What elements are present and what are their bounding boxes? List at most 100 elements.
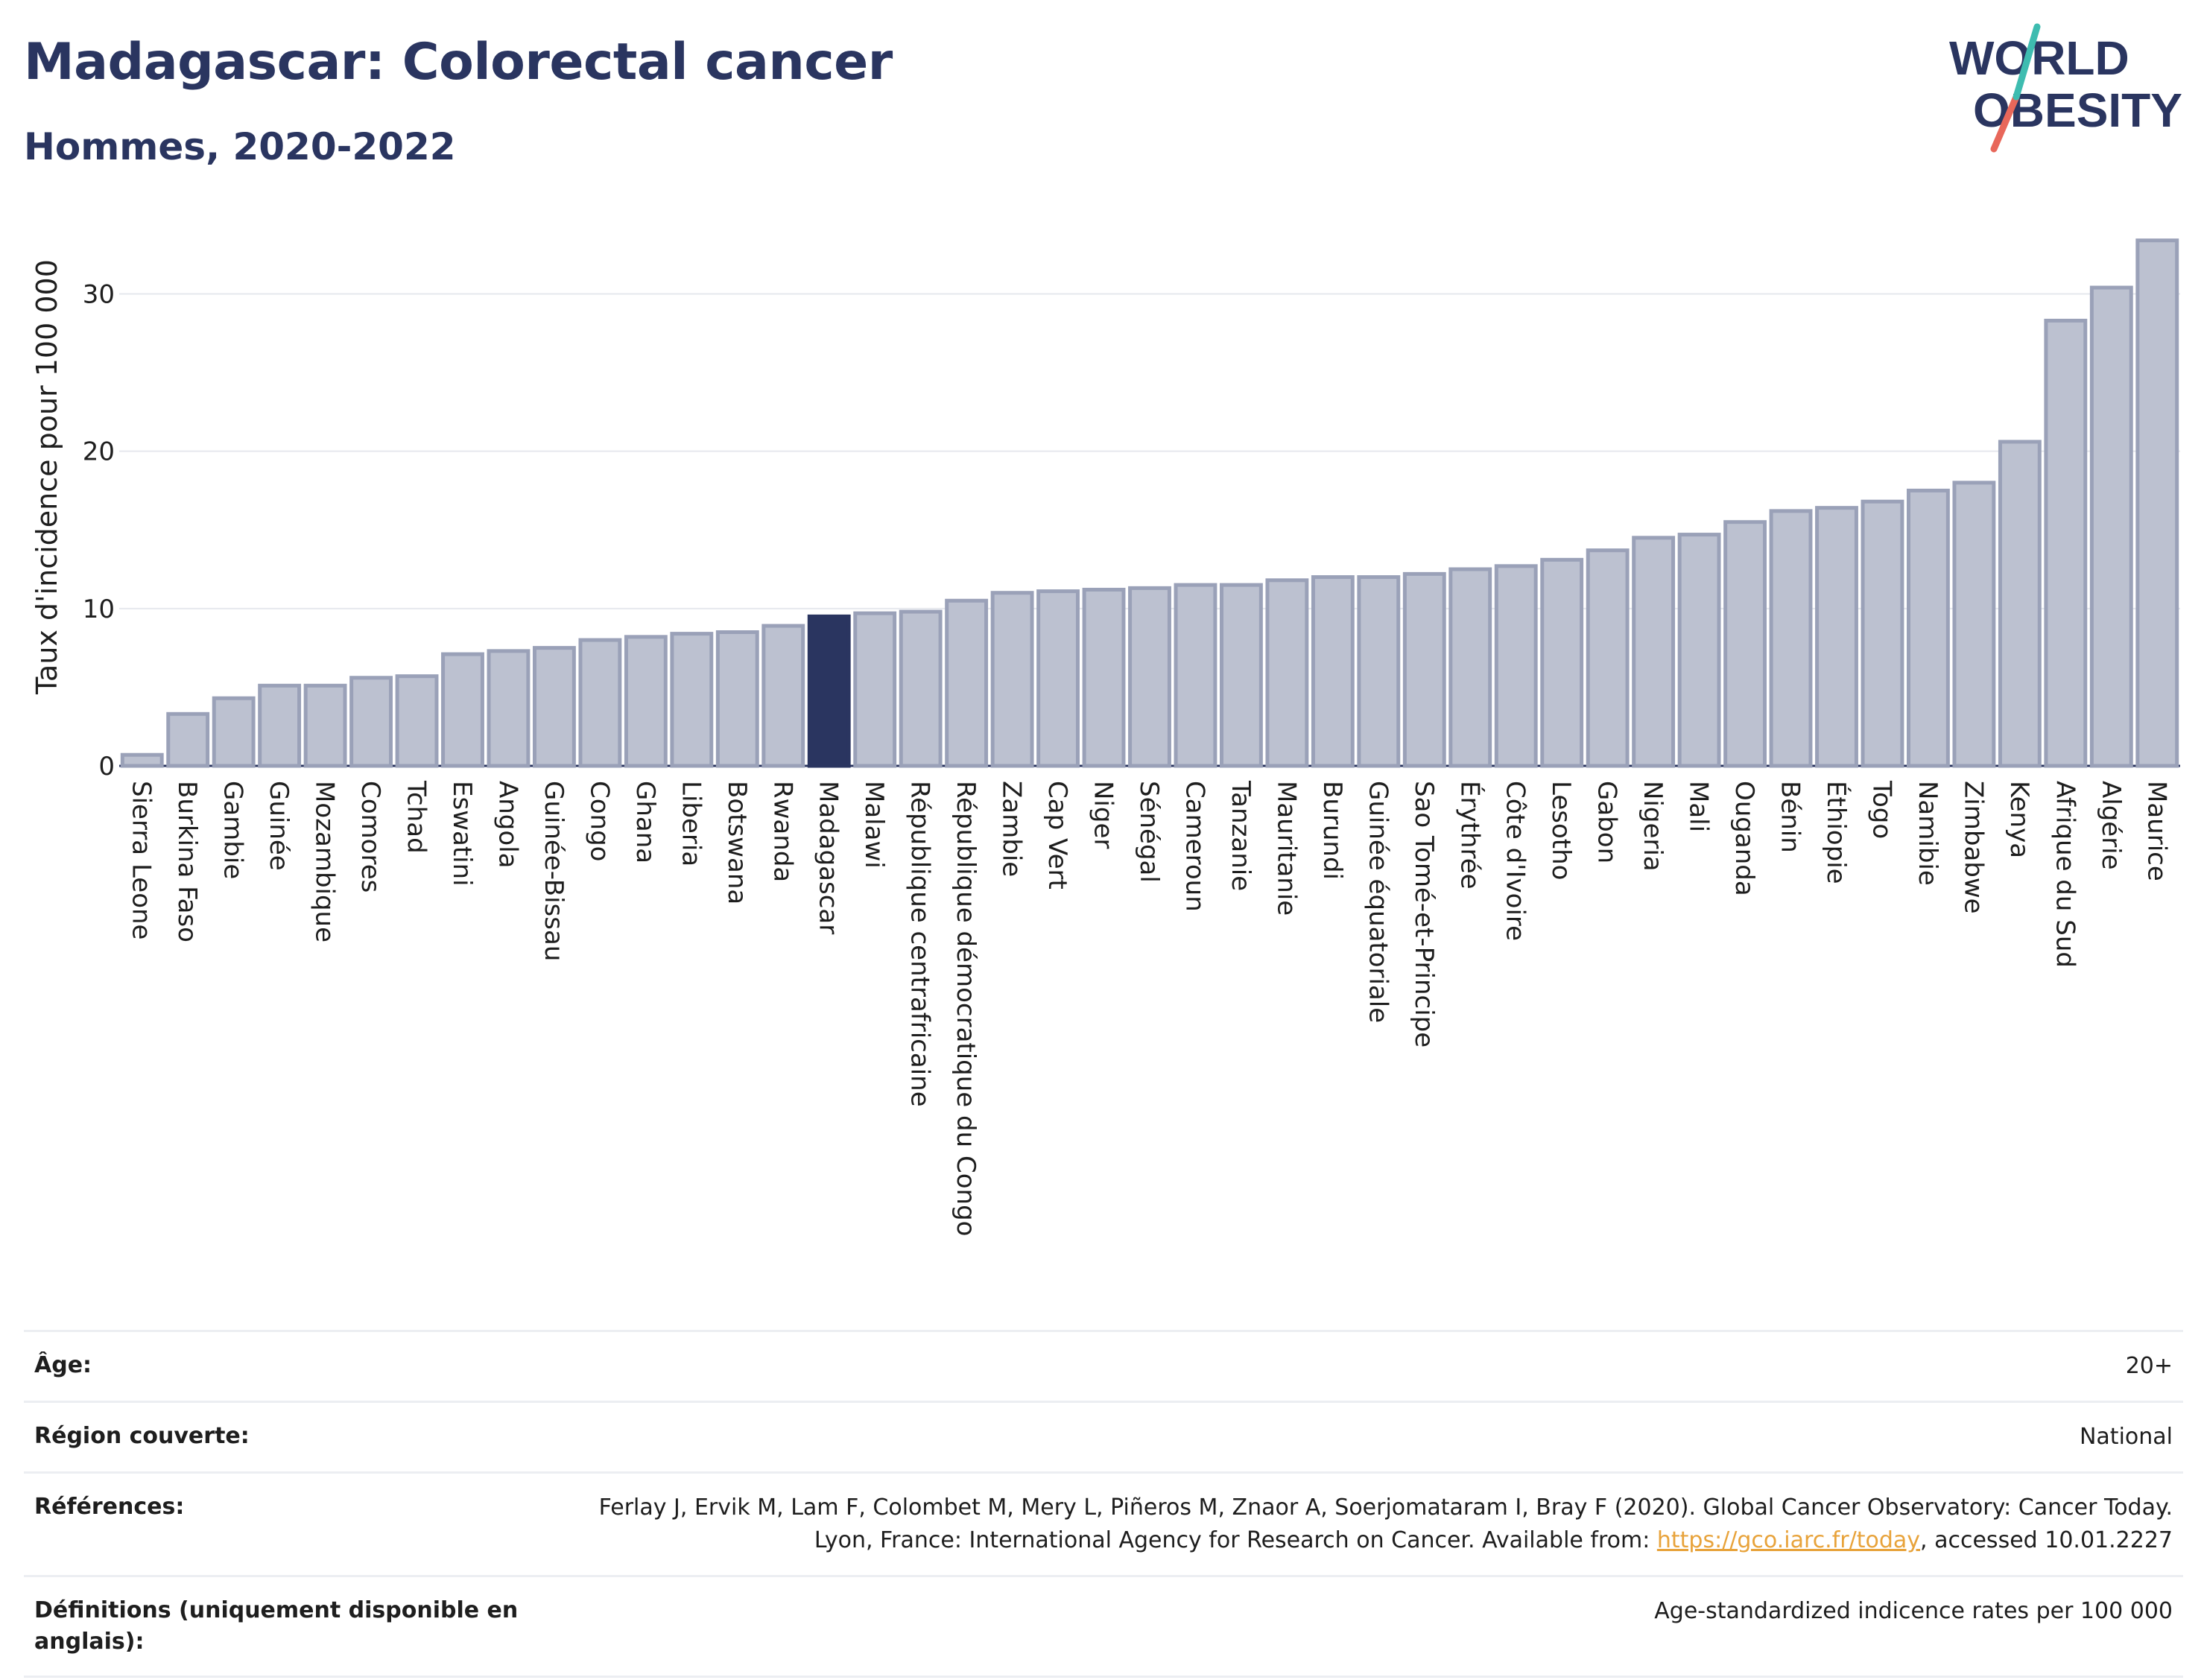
x-tick-label: Kenya <box>2004 781 2034 858</box>
world-obesity-logo: WORLD OBESITY <box>1949 23 2182 153</box>
x-tick-label: Mozambique <box>310 781 340 942</box>
bar-s-n-gal <box>1128 586 1171 768</box>
y-tick-labels: 0 10 20 30 <box>83 279 115 782</box>
info-row-region: Région couverte: National <box>24 1401 2183 1471</box>
x-tick-label: Afrique du Sud <box>2050 781 2080 968</box>
x-tick-label: Bénin <box>1776 781 1805 853</box>
bar-sierra-leone <box>120 752 164 768</box>
x-tick-label: Ghana <box>630 781 660 863</box>
bar-congo <box>578 638 622 768</box>
info-label: Références: <box>34 1494 185 1520</box>
x-tick-label: Sénégal <box>1134 781 1164 883</box>
info-label: Âge: <box>34 1352 92 1378</box>
x-tick-label: Zambie <box>997 781 1027 877</box>
x-tick-label: Gabon <box>1592 781 1622 863</box>
logo-slash-red <box>1990 93 2020 153</box>
x-tick-label: Comores <box>355 781 385 893</box>
logo-slash-teal <box>2013 23 2041 101</box>
bar-cap-vert <box>1036 589 1080 768</box>
bar-guin-e <box>258 683 302 768</box>
x-tick-label: Érythrée <box>1454 781 1485 890</box>
bar-guin-e-quatoriale <box>1357 575 1401 768</box>
info-value: Ferlay J, Ervik M, Lam F, Colombet M, Me… <box>571 1492 2173 1557</box>
bar--thiopie <box>1815 506 1858 768</box>
chart-title: Madagascar: Colorectal cancer <box>24 33 893 92</box>
bar-kenya <box>1998 440 2042 768</box>
x-tick-label: Eswatini <box>447 781 477 887</box>
bar-zambie <box>990 591 1034 768</box>
bar-burkina-faso <box>166 711 210 768</box>
bar-madagascar <box>807 614 851 768</box>
x-tick-label: Lesotho <box>1546 781 1576 880</box>
bar-tanzanie <box>1220 583 1263 768</box>
info-row-references: Références: Ferlay J, Ervik M, Lam F, Co… <box>24 1471 2183 1575</box>
bar-liberia <box>670 632 714 768</box>
bar-chart: 0 10 20 30 Sierra Leone Burkina Faso Gambie Gu… <box>31 238 2180 1236</box>
x-tick-label: Madagascar <box>814 781 843 934</box>
reference-link[interactable]: https://gco.iarc.fr/today <box>1656 1527 1921 1553</box>
bar-c-te-d-ivoire <box>1494 564 1538 768</box>
bar-sao-tom-et-principe <box>1402 571 1446 768</box>
bar-zimbabwe <box>1952 481 1996 768</box>
bar-mali <box>1677 533 1721 768</box>
bar-botswana <box>715 630 759 768</box>
bar-nigeria <box>1632 536 1676 768</box>
bar-burundi <box>1311 575 1355 768</box>
info-label: Définitions (uniquement disponible en an… <box>34 1597 519 1655</box>
bar-lesotho <box>1540 557 1584 768</box>
bar-r-publique-d-mocratique-du-congo <box>945 598 989 768</box>
bar-ghana <box>624 635 668 768</box>
bar-niger <box>1082 587 1126 768</box>
x-tick-labels: Sierra Leone Burkina Faso Gambie Guinée Moza… <box>127 780 2172 1236</box>
x-tick-label: Maurice <box>2141 781 2171 881</box>
y-tick-label: 0 <box>98 752 115 782</box>
x-tick-label: Tanzanie <box>1226 780 1255 891</box>
x-tick-label: Mali <box>1684 781 1714 832</box>
x-tick-label: Burkina Faso <box>172 781 202 942</box>
bar-ouganda <box>1723 520 1767 768</box>
bar--rythr-e <box>1448 567 1492 768</box>
x-tick-label: Namibie <box>1913 781 1942 886</box>
x-tick-label: Éthiopie <box>1821 781 1852 884</box>
logo-line1: WORLD <box>1949 31 2129 85</box>
bar-alg-rie <box>2089 285 2133 768</box>
x-tick-label: République centrafricaine <box>905 781 935 1107</box>
x-tick-label: Malawi <box>859 781 889 869</box>
x-tick-label: Congo <box>584 781 614 861</box>
x-tick-label: République démocratique du Congo <box>951 781 981 1236</box>
info-value: National <box>2079 1424 2173 1450</box>
bar-r-publique-centrafricaine <box>899 609 943 768</box>
x-tick-label: Guinée <box>264 781 294 871</box>
y-tick-label: 20 <box>83 437 115 467</box>
y-tick-label: 30 <box>83 279 115 309</box>
x-tick-label: Guinée équatoriale <box>1363 781 1393 1023</box>
info-row-age: Âge: 20+ <box>24 1330 2183 1401</box>
bar-rwanda <box>761 624 805 768</box>
info-value: Age-standardized indicence rates per 100… <box>1654 1598 2173 1624</box>
bar-angola <box>487 649 531 768</box>
bar-mauritanie <box>1265 578 1309 768</box>
chart-subtitle: Hommes, 2020-2022 <box>24 125 456 168</box>
x-tick-label: Côte d'Ivoire <box>1501 781 1530 941</box>
bar-namibie <box>1907 488 1950 768</box>
reference-text: Ferlay J, Ervik M, Lam F, Colombet M, Me… <box>598 1494 2173 1553</box>
reference-accessed: , accessed 10.01.2227 <box>1920 1527 2173 1553</box>
bar-afrique-du-sud <box>2044 318 2088 768</box>
x-tick-label: Botswana <box>722 781 752 904</box>
info-value: 20+ <box>2125 1353 2173 1379</box>
x-tick-label: Rwanda <box>767 781 797 882</box>
bar-b-nin <box>1769 509 1813 768</box>
x-tick-label: Zimbabwe <box>1958 781 1988 914</box>
bar-eswatini <box>441 652 484 768</box>
bar-mozambique <box>303 683 347 768</box>
x-tick-label: Burundi <box>1317 781 1347 880</box>
y-tick-label: 10 <box>83 595 115 624</box>
x-tick-label: Sao Tomé-et-Principe <box>1409 781 1439 1047</box>
x-tick-label: Togo <box>1866 780 1896 839</box>
y-axis-label: Taux d'incidence pour 100 000 <box>31 259 63 695</box>
x-tick-label: Niger <box>1089 781 1118 849</box>
x-tick-label: Nigeria <box>1638 781 1668 872</box>
bar-togo <box>1861 499 1904 768</box>
bars <box>120 238 2179 768</box>
info-table: Âge: 20+ Région couverte: National Référ… <box>24 1330 2183 1678</box>
